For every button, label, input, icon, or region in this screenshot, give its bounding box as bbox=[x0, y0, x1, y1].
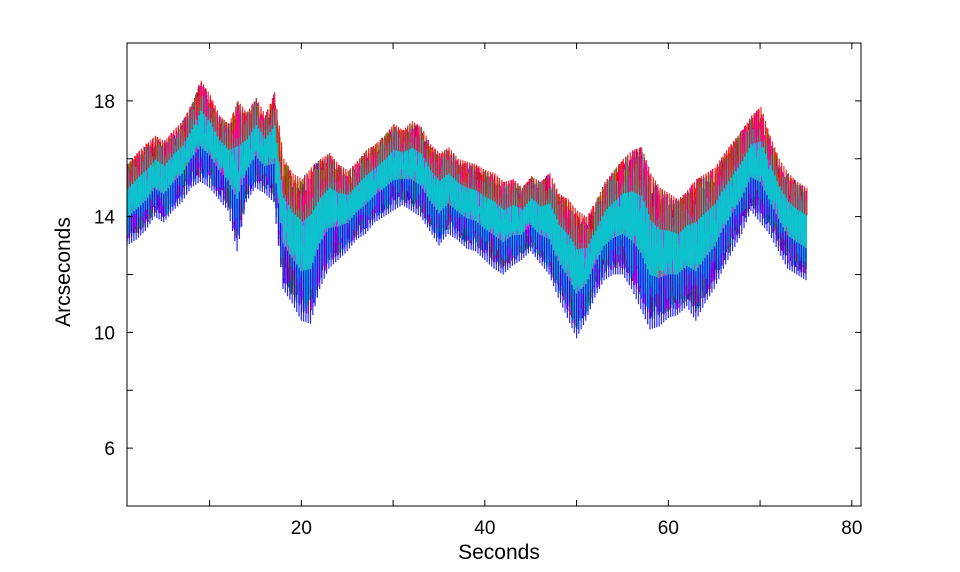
x-tick-label: 40 bbox=[474, 518, 495, 539]
y-tick-label: 10 bbox=[94, 323, 115, 344]
x-tick-label: 20 bbox=[291, 518, 312, 539]
y-tick-label: 18 bbox=[94, 92, 115, 113]
y-tick-label: 14 bbox=[94, 208, 116, 229]
edge-trace-2 bbox=[127, 80, 808, 249]
x-tick-label: 80 bbox=[841, 518, 862, 539]
x-tick-label: 60 bbox=[658, 518, 679, 539]
data-traces bbox=[126, 80, 808, 339]
y-tick-label: 6 bbox=[104, 439, 115, 460]
axis-ticks: 20 40 60 80 6 10 14 18 bbox=[94, 43, 862, 539]
y-axis-title: Arcseconds bbox=[52, 217, 75, 327]
x-axis-title: Seconds bbox=[458, 541, 540, 564]
